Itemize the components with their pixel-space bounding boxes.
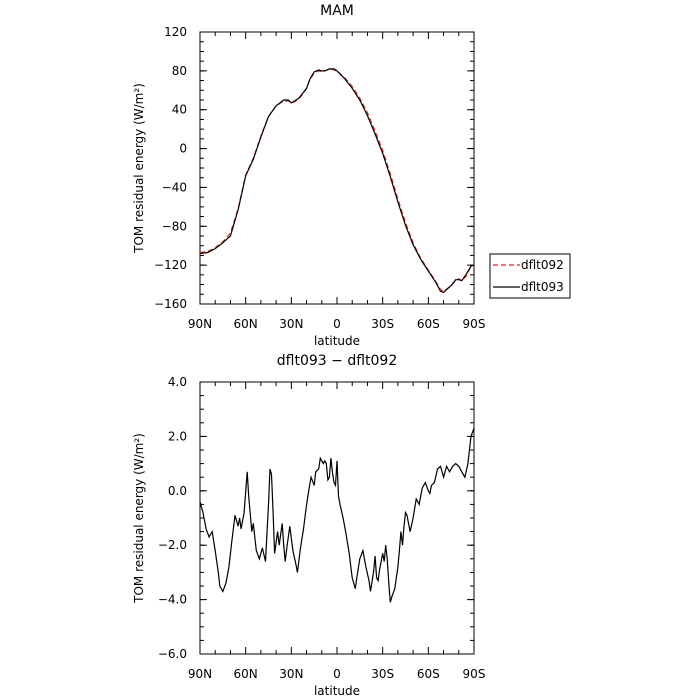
y-tick-label: −4.0 <box>158 593 187 607</box>
y-tick-label: −2.0 <box>158 538 187 552</box>
y-tick-label: −120 <box>154 258 187 272</box>
y-tick-label: −80 <box>162 219 187 233</box>
y-tick-label: −40 <box>162 180 187 194</box>
series-line-series-1 <box>199 427 475 603</box>
chart-title: dflt093 − dflt092 <box>277 353 397 369</box>
chart-legend: dflt092 dflt093 <box>489 253 571 299</box>
y-tick-label: −160 <box>154 297 187 311</box>
y-tick-label: 120 <box>164 25 187 39</box>
y-tick-label: 0.0 <box>168 484 187 498</box>
plot-frame <box>199 381 475 655</box>
plot-frame <box>199 31 475 305</box>
x-tick-label: 90N <box>188 667 212 681</box>
y-tick-label: 4.0 <box>168 375 187 389</box>
x-tick-label: 90S <box>463 317 486 331</box>
x-tick-label: 90S <box>463 667 486 681</box>
legend-label: dflt092 <box>521 258 564 272</box>
x-tick-label: 30S <box>371 667 394 681</box>
y-tick-label: 2.0 <box>168 429 187 443</box>
series-line-dflt093 <box>199 68 475 293</box>
y-tick-label: 40 <box>172 103 187 117</box>
x-tick-label: 30N <box>279 667 303 681</box>
x-tick-label: 0 <box>333 667 341 681</box>
chart-panel-1: MAM 90N 60N 30N 0 30S 60S 90S 120 80 40 0 −40 −80 −120… <box>132 3 571 348</box>
series-line-dflt092 <box>199 68 475 293</box>
chart-title: MAM <box>320 3 354 19</box>
y-tick-label: −6.0 <box>158 647 187 661</box>
x-tick-label: 60S <box>417 317 440 331</box>
x-tick-label: 60N <box>234 667 258 681</box>
x-tick-label: 30S <box>371 317 394 331</box>
legend-label: dflt093 <box>521 280 564 294</box>
x-tick-label: 0 <box>333 317 341 331</box>
x-tick-label: 90N <box>188 317 212 331</box>
x-axis-label: latitude <box>314 334 360 348</box>
y-axis-label: TOM residual energy (W/m²) <box>132 433 146 604</box>
chart-panel-2: dflt093 − dflt092 90N 60N 30N 0 30S 60S 90S 4.0 2… <box>132 353 485 698</box>
x-tick-label: 60N <box>234 317 258 331</box>
x-tick-label: 30N <box>279 317 303 331</box>
x-axis-label: latitude <box>314 684 360 698</box>
y-tick-label: 80 <box>172 64 187 78</box>
x-tick-label: 60S <box>417 667 440 681</box>
legend-box <box>489 253 571 299</box>
y-axis-label: TOM residual energy (W/m²) <box>132 83 146 254</box>
y-tick-label: 0 <box>179 142 187 156</box>
